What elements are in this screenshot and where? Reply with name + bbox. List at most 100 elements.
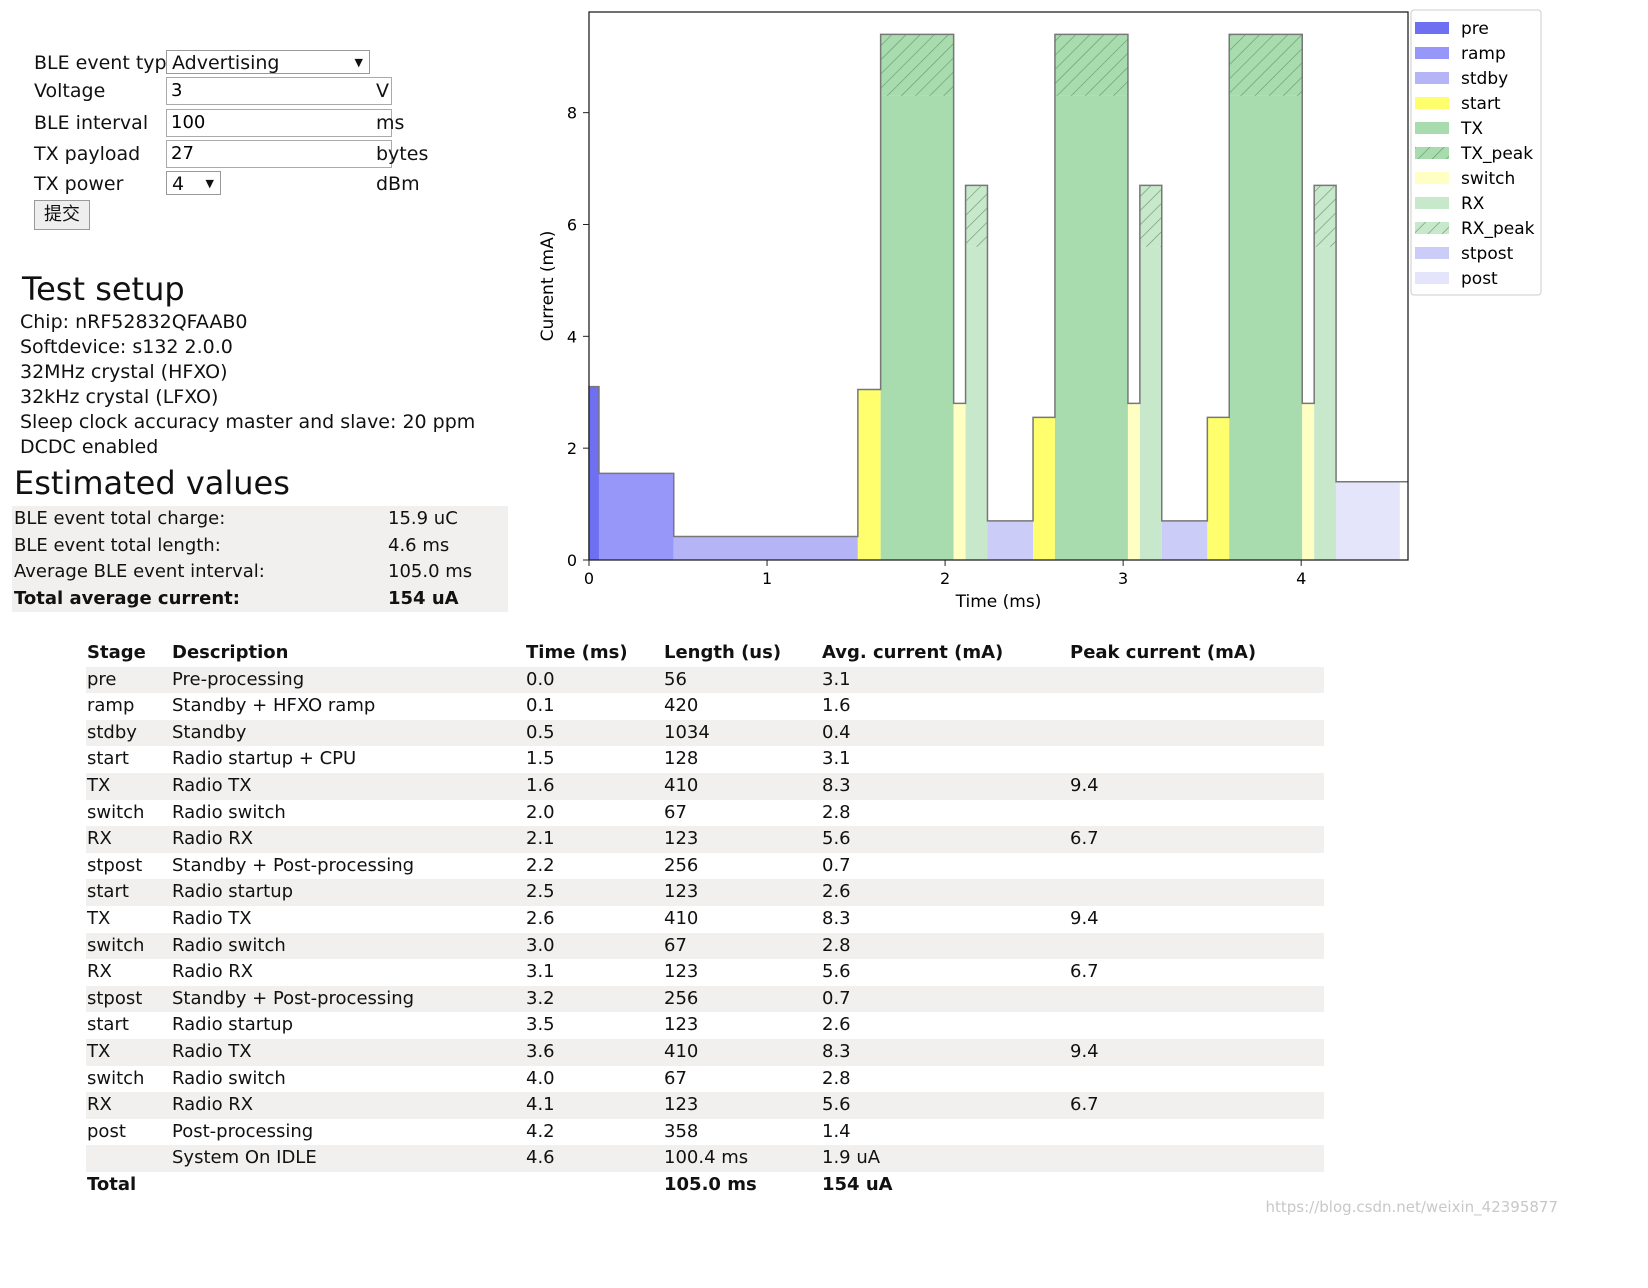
legend-swatch xyxy=(1415,247,1449,259)
estimated-value: 15.9 uC xyxy=(388,508,458,529)
table-cell: 410 xyxy=(664,907,699,929)
bar-rx-peak-hatch xyxy=(965,185,988,247)
table-cell: 123 xyxy=(664,961,699,983)
bar-start xyxy=(1207,417,1230,560)
table-cell: TX xyxy=(87,907,111,929)
estimated-table: BLE event total charge: 15.9 uC BLE even… xyxy=(12,506,508,612)
table-cell: Standby + Post-processing xyxy=(172,987,415,1009)
table-row: ramp Standby + HFXO ramp 0.1 420 1.6 xyxy=(86,693,1324,720)
table-cell: RX xyxy=(87,961,112,983)
table-cell: 2.0 xyxy=(526,801,555,823)
table-cell: RX xyxy=(87,1094,112,1116)
dropdown-arrow-icon: ▼ xyxy=(205,177,214,190)
table-total-row: Total 105.0 ms 154 uA xyxy=(86,1172,1324,1199)
legend-label: switch xyxy=(1461,169,1515,189)
bar-post xyxy=(1336,481,1400,560)
table-cell: 3.1 xyxy=(822,748,851,770)
estimated-label: BLE event total length: xyxy=(14,534,221,556)
table-cell: 4.6 xyxy=(526,1147,555,1169)
table-cell: stdby xyxy=(87,721,137,743)
payload-input[interactable] xyxy=(166,140,392,168)
y-tick-label: 8 xyxy=(567,104,577,123)
current-outline xyxy=(588,33,1408,560)
table-cell: RX xyxy=(87,828,112,850)
voltage-input[interactable] xyxy=(166,77,392,105)
table-cell: 420 xyxy=(664,695,699,717)
table-cell: 1.6 xyxy=(822,695,851,717)
table-header: Avg. current (mA) xyxy=(822,642,1004,663)
table-cell: 5.6 xyxy=(822,1094,851,1116)
table-cell: ramp xyxy=(87,695,135,717)
interval-input[interactable] xyxy=(166,109,392,137)
estimated-value: 154 uA xyxy=(388,587,459,609)
estimated-row: Average BLE event interval: 105.0 ms xyxy=(12,559,508,586)
legend-swatch xyxy=(1415,122,1449,134)
table-cell: stpost xyxy=(87,987,143,1009)
submit-button[interactable]: 提交 xyxy=(34,200,90,230)
table-cell: 0.7 xyxy=(822,987,851,1009)
legend-label: TX_peak xyxy=(1460,144,1533,164)
table-cell: 67 xyxy=(664,1067,687,1089)
event-type-select[interactable]: Advertising ▼ xyxy=(166,50,370,74)
table-cell: 0.1 xyxy=(526,695,555,717)
table-cell: Radio TX xyxy=(172,907,252,929)
table-cell: 0.5 xyxy=(526,721,555,743)
x-tick-label: 2 xyxy=(940,569,950,588)
table-cell: Radio TX xyxy=(172,1040,252,1062)
table-cell: 410 xyxy=(664,774,699,796)
table-cell: 6.7 xyxy=(1070,1094,1099,1116)
event-type-label: BLE event type xyxy=(34,52,179,74)
bar-tx xyxy=(880,95,954,560)
table-row: switch Radio switch 3.0 67 2.8 xyxy=(86,932,1324,960)
power-select[interactable]: 4 ▼ xyxy=(166,171,221,195)
watermark: https://blog.csdn.net/weixin_42395877 xyxy=(1265,1198,1558,1216)
setup-list: Chip: nRF52832QFAAB0 Softdevice: s132 2.… xyxy=(20,310,475,460)
table-cell: stpost xyxy=(87,854,143,876)
table-cell: 1.9 uA xyxy=(822,1147,881,1169)
bar-rx xyxy=(1314,246,1337,560)
table-row: start Radio startup + CPU 1.5 128 3.1 xyxy=(86,746,1324,773)
bar-rx xyxy=(965,246,988,560)
bar-start xyxy=(857,389,881,560)
estimated-label: BLE event total charge: xyxy=(14,508,226,529)
voltage-label: Voltage xyxy=(34,80,106,102)
table-cell: 8.3 xyxy=(822,1040,851,1062)
table-header: Stage xyxy=(87,642,146,663)
table-cell: Radio startup + CPU xyxy=(172,748,357,770)
bar-switch xyxy=(953,403,966,560)
table-row: TX Radio TX 2.6 410 8.3 9.4 xyxy=(86,906,1324,933)
table-cell: 9.4 xyxy=(1070,774,1099,796)
table-cell: 4.2 xyxy=(526,1120,555,1142)
y-axis-label: Current (mA) xyxy=(538,231,558,342)
table-cell: 67 xyxy=(664,934,687,956)
voltage-row: Voltage V xyxy=(34,76,454,106)
legend-swatch-hatch xyxy=(1415,147,1449,159)
legend-label: ramp xyxy=(1461,44,1506,64)
estimated-title: Estimated values xyxy=(14,464,290,502)
current-chart: 0 1 2 3 4 0 2 4 6 8 Time (ms) Current (mA) pre ram… xyxy=(538,9,1542,612)
setup-line: Chip: nRF52832QFAAB0 xyxy=(20,311,248,333)
table-cell: 4.1 xyxy=(526,1094,555,1116)
table-row: stpost Standby + Post-processing 3.2 256 0.7 xyxy=(86,985,1324,1013)
legend-label: stpost xyxy=(1461,244,1514,264)
table-cell: 2.6 xyxy=(822,881,851,903)
estimated-label: Average BLE event interval: xyxy=(14,561,265,582)
table-cell: Radio switch xyxy=(172,801,286,823)
legend-label: pre xyxy=(1461,19,1489,39)
bar-start xyxy=(1033,417,1055,560)
table-row: pre Pre-processing 0.0 56 3.1 xyxy=(86,666,1324,694)
bar-rx-peak-hatch xyxy=(1139,185,1162,247)
bar-rx-peak-hatch xyxy=(1314,185,1337,247)
table-cell: 8.3 xyxy=(822,907,851,929)
table-cell: 154 uA xyxy=(822,1173,893,1195)
table-cell: Radio RX xyxy=(172,828,254,850)
estimated-value: 4.6 ms xyxy=(388,534,450,556)
table-cell: 128 xyxy=(664,748,699,770)
setup-line: Softdevice: s132 2.0.0 xyxy=(20,336,233,358)
legend-swatch xyxy=(1415,47,1449,59)
legend-label: RX_peak xyxy=(1461,219,1535,239)
table-cell: Total xyxy=(87,1173,137,1195)
table-cell: 1.5 xyxy=(526,748,555,770)
setup-line: Sleep clock accuracy master and slave: 2… xyxy=(20,411,476,433)
table-cell: 3.0 xyxy=(526,934,555,956)
